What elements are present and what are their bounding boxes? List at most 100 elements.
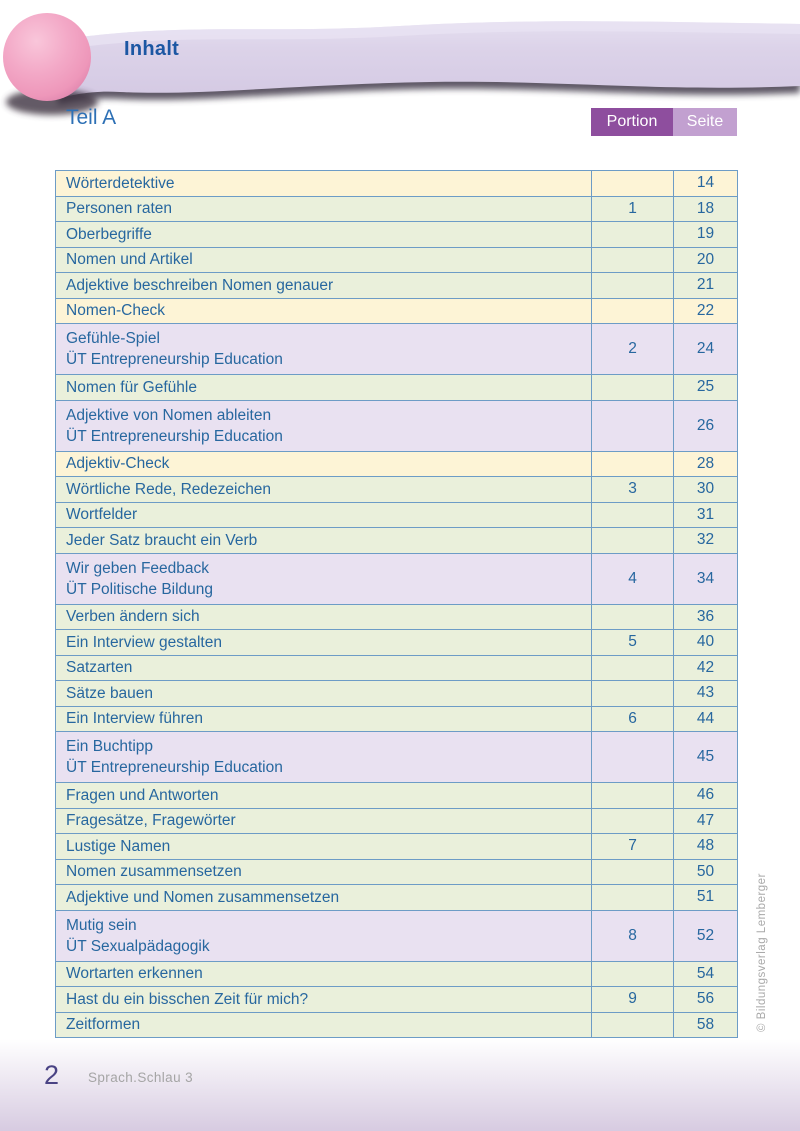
entry-page-number: 58 [673, 1011, 738, 1038]
entry-title-cell: Oberbegriffe [55, 221, 592, 248]
entry-page-number: 44 [673, 705, 738, 732]
entry-page-number: 25 [673, 374, 738, 401]
copyright-notice: © Bildungsverlag Lemberger [756, 873, 768, 1032]
entry-title-cell: Nomen zusammensetzen [55, 858, 592, 885]
entry-title-cell: Fragen und Antworten [55, 782, 592, 809]
book-title: Sprach.Schlau 3 [88, 1070, 194, 1085]
entry-portion [591, 782, 674, 809]
entry-title: Wörtliche Rede, Redezeichen [66, 480, 272, 498]
entry-title: Mutig sein [66, 916, 137, 934]
table-row: Nomen zusammensetzen 50 [55, 858, 738, 885]
entry-title: Personen raten [66, 200, 172, 218]
entry-portion [591, 807, 674, 834]
entry-title: Ein Interview führen [66, 710, 203, 728]
entry-title-cell: Adjektive von Nomen ableiten ÜT Entrepre… [55, 399, 592, 452]
entry-page-number: 30 [673, 476, 738, 503]
entry-title-cell: Lustige Namen [55, 833, 592, 860]
entry-subtitle: ÜT Entrepreneurship Education [66, 427, 283, 445]
table-row: Ein Interview führen 6 44 [55, 705, 738, 732]
entry-page-number: 21 [673, 272, 738, 299]
entry-page-number: 22 [673, 297, 738, 324]
entry-portion [591, 246, 674, 273]
entry-portion [591, 221, 674, 248]
entry-portion [591, 527, 674, 554]
entry-title-cell: Nomen-Check [55, 297, 592, 324]
entry-title: Adjektive beschreiben Nomen genauer [66, 276, 334, 294]
entry-title-cell: Gefühle-Spiel ÜT Entrepreneurship Educat… [55, 323, 592, 375]
entry-title-cell: Mutig sein ÜT Sexualpädagogik [55, 909, 592, 962]
entry-page-number: 24 [673, 323, 738, 375]
entry-subtitle: ÜT Entrepreneurship Education [66, 351, 283, 368]
entry-portion: 6 [591, 705, 674, 732]
entry-title: Adjektive und Nomen zusammensetzen [66, 888, 340, 906]
table-row: Oberbegriffe 19 [55, 221, 738, 248]
entry-page-number: 56 [673, 986, 738, 1013]
entry-title-cell: Adjektive beschreiben Nomen genauer [55, 272, 592, 299]
entry-portion [591, 297, 674, 324]
entry-title-cell: Ein Interview gestalten [55, 629, 592, 656]
entry-title-cell: Adjektive und Nomen zusammensetzen [55, 884, 592, 911]
entry-title: Nomen-Check [66, 302, 166, 320]
entry-title-cell: Sätze bauen [55, 680, 592, 707]
entry-title-cell: Satzarten [55, 654, 592, 681]
entry-title-cell: Adjektiv-Check [55, 450, 592, 477]
table-row: Jeder Satz braucht ein Verb 32 [55, 527, 738, 554]
table-row: Wortfelder 31 [55, 501, 738, 528]
entry-portion: 3 [591, 476, 674, 503]
entry-title: Lustige Namen [66, 837, 171, 855]
entry-title: Fragesätze, Fragewörter [66, 812, 236, 830]
entry-title-cell: Ein Interview führen [55, 705, 592, 732]
entry-title: Jeder Satz braucht ein Verb [66, 531, 258, 549]
entry-subtitle: ÜT Politische Bildung [66, 580, 214, 598]
entry-title: Gefühle-Spiel [66, 330, 160, 347]
table-row: Adjektive von Nomen ableiten ÜT Entrepre… [55, 399, 738, 452]
table-row: Gefühle-Spiel ÜT Entrepreneurship Educat… [55, 323, 738, 375]
entry-title: Sätze bauen [66, 684, 154, 702]
entry-title-cell: Jeder Satz braucht ein Verb [55, 527, 592, 554]
entry-portion [591, 960, 674, 987]
table-row: Nomen und Artikel 20 [55, 246, 738, 273]
table-row: Wir geben Feedback ÜT Politische Bildung… [55, 552, 738, 605]
entry-portion [591, 731, 674, 783]
entry-portion [591, 399, 674, 452]
entry-title-cell: Wörtliche Rede, Redezeichen [55, 476, 592, 503]
entry-title-cell: Nomen und Artikel [55, 246, 592, 273]
table-row: Wörterdetektive 14 [55, 170, 738, 197]
entry-title-cell: Verben ändern sich [55, 603, 592, 630]
entry-page-number: 18 [673, 195, 738, 222]
entry-title-cell: Wir geben Feedback ÜT Politische Bildung [55, 552, 592, 605]
entry-page-number: 45 [673, 731, 738, 783]
entry-title: Wörterdetektive [66, 174, 175, 192]
entry-portion [591, 272, 674, 299]
entry-title-cell: Ein Buchtipp ÜT Entrepreneurship Educati… [55, 731, 592, 783]
entry-portion [591, 858, 674, 885]
table-row: Personen raten 1 18 [55, 195, 738, 222]
entry-page-number: 34 [673, 552, 738, 605]
banner-ribbon-graphic [3, 13, 800, 115]
entry-title: Adjektiv-Check [66, 455, 170, 473]
table-row: Fragesätze, Fragewörter 47 [55, 807, 738, 834]
table-row: Adjektive beschreiben Nomen genauer 21 [55, 272, 738, 299]
entry-title: Hast du ein bisschen Zeit für mich? [66, 990, 309, 1008]
table-row: Hast du ein bisschen Zeit für mich? 9 56 [55, 986, 738, 1013]
entry-portion: 5 [591, 629, 674, 656]
entry-title-cell: Wortfelder [55, 501, 592, 528]
entry-title-cell: Hast du ein bisschen Zeit für mich? [55, 986, 592, 1013]
table-row: Lustige Namen 7 48 [55, 833, 738, 860]
entry-title: Nomen und Artikel [66, 251, 193, 269]
entry-page-number: 50 [673, 858, 738, 885]
page-number: 2 [44, 1060, 60, 1090]
entry-portion: 4 [591, 552, 674, 605]
column-header-portion: Portion [591, 108, 673, 136]
table-row: Wortarten erkennen 54 [55, 960, 738, 987]
entry-page-number: 14 [673, 170, 738, 197]
entry-title-cell: Wörterdetektive [55, 170, 592, 197]
entry-title-cell: Nomen für Gefühle [55, 374, 592, 401]
entry-title: Wortarten erkennen [66, 965, 203, 983]
table-row: Ein Interview gestalten 5 40 [55, 629, 738, 656]
table-row: Nomen-Check 22 [55, 297, 738, 324]
entry-title: Nomen für Gefühle [66, 378, 197, 396]
table-row: Mutig sein ÜT Sexualpädagogik 8 52 [55, 909, 738, 962]
entry-title: Satzarten [66, 659, 133, 677]
entry-portion [591, 654, 674, 681]
